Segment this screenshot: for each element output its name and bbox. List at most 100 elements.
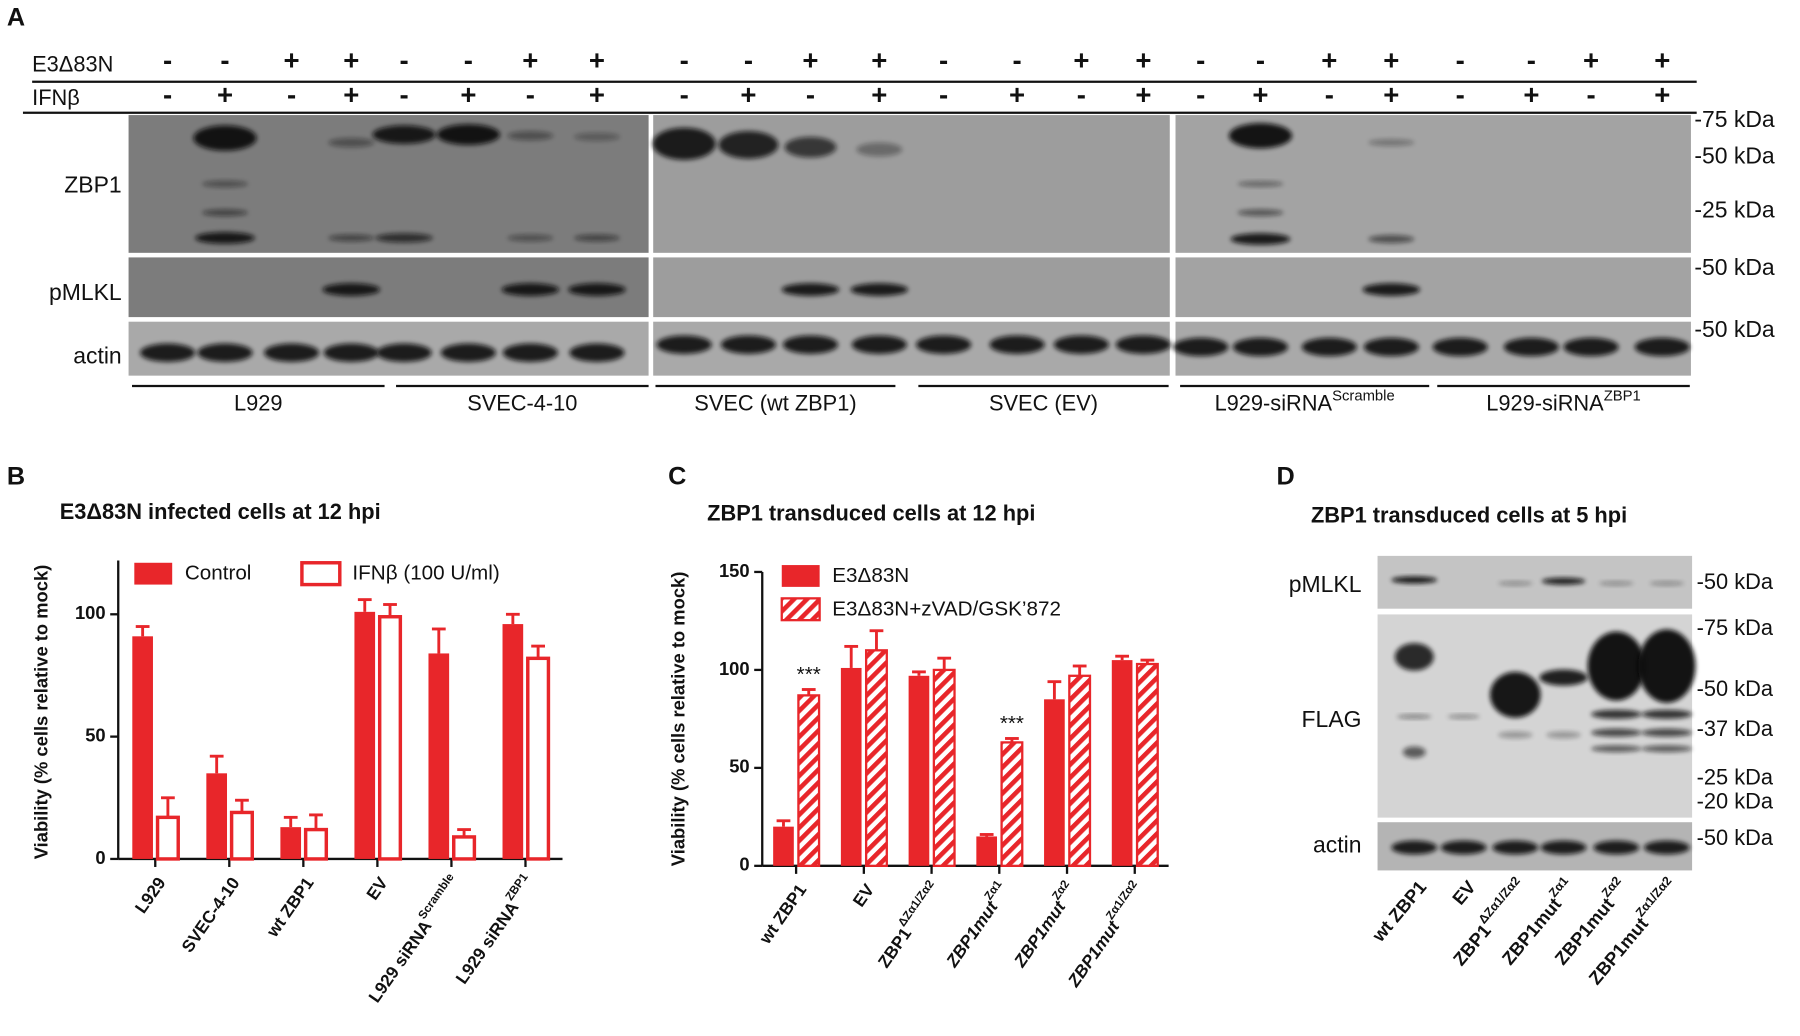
blot-band [1362, 283, 1421, 296]
marker-label: -25 kDa [1694, 197, 1775, 223]
blot-band [781, 283, 840, 296]
blot-band [376, 343, 432, 362]
sign: - [464, 45, 473, 76]
bar [428, 653, 450, 859]
x-tick-label-sup: ΔZα1/Zα2 [896, 878, 938, 930]
blot-band [507, 131, 554, 141]
blot-band [1638, 629, 1696, 703]
blot-band [507, 234, 554, 242]
row-label: E3Δ83N [32, 51, 113, 76]
blot-band [1237, 209, 1284, 217]
x-tick-label: L929 siRNAZBP1 [448, 871, 540, 988]
sign: - [1077, 79, 1086, 110]
lane-label-main: EV [1448, 876, 1480, 909]
blot [128, 257, 649, 318]
bar [1000, 741, 1024, 867]
y-axis-label: Viability (% cells relative to mock) [30, 565, 51, 860]
blot-label: ZBP1 [64, 171, 121, 197]
sign: + [1654, 45, 1670, 76]
blot-band [1641, 745, 1693, 753]
sign: + [1009, 79, 1025, 110]
blot-band [1546, 731, 1581, 739]
x-tick-label: L929 [130, 873, 169, 917]
marker-label: -75 kDa [1694, 106, 1775, 132]
panel-letter: C [668, 462, 686, 490]
x-tick-label: ZBP1mutZα2 [1006, 878, 1081, 972]
bar [526, 656, 551, 861]
blot-band [328, 234, 375, 242]
row-label: IFNβ [32, 85, 80, 110]
blot-band [1173, 337, 1229, 357]
sign: + [871, 79, 887, 110]
sign: + [871, 45, 887, 76]
bar [354, 611, 376, 859]
blot-band [375, 233, 433, 243]
legend-swatch [781, 565, 820, 587]
x-tick-label-main: EV [848, 879, 878, 910]
bar [155, 815, 180, 861]
x-tick-label-main: wt ZBP1 [754, 880, 810, 948]
blot-label: pMLKL [49, 279, 122, 305]
blot-band [1503, 337, 1559, 357]
marker-label: -50 kDa [1694, 254, 1775, 280]
group-label-sup: ZBP1 [1604, 388, 1641, 404]
blot-band [856, 142, 903, 157]
group-label-main: L929-siRNA [1486, 390, 1604, 415]
sign: - [1456, 79, 1465, 110]
sign: + [802, 45, 818, 76]
marker-label: -50 kDa [1694, 316, 1775, 342]
blot-band [264, 343, 320, 362]
blot-label: actin [1313, 831, 1361, 857]
sign: + [217, 79, 233, 110]
x-tick-label: EV [362, 873, 392, 904]
x-tick-label: ZBP1mutZα1 [938, 878, 1013, 972]
blot-band [195, 232, 255, 244]
blot-band [1368, 139, 1415, 147]
blot-band [1391, 576, 1438, 584]
bar [452, 835, 477, 861]
sign: + [1583, 45, 1599, 76]
blot-band [202, 180, 248, 188]
annotation: *** [797, 663, 821, 686]
sign: - [526, 79, 535, 110]
bar [1111, 660, 1133, 866]
marker-label: -50 kDa [1694, 143, 1775, 169]
x-tick-label-main: ZBP1mut [1009, 896, 1070, 971]
sign: + [740, 79, 756, 110]
bar [797, 694, 821, 867]
group-label: L929 [234, 390, 283, 415]
bar [1135, 662, 1159, 867]
blot-band [989, 335, 1045, 354]
y-tick-label: 100 [719, 658, 750, 679]
blot-band [1591, 728, 1642, 737]
bar-chart: B E3Δ83N infected cells at 12 hpi Viabilit… [7, 462, 563, 1006]
sign: + [343, 79, 359, 110]
sign: - [806, 79, 815, 110]
x-tick-label-main: ZBP1 [873, 923, 915, 971]
panel-d: pMLKL FLAG actin -50 kDa -75 kDa -50 kDa -37 k… [1289, 555, 1774, 988]
blot-band [1237, 181, 1284, 187]
chart-title: E3Δ83N infected cells at 12 hpi [60, 499, 381, 524]
legend-label: E3Δ83N+zVAD/GSK’872 [832, 597, 1061, 620]
blot-band [1641, 709, 1693, 719]
blot-band [720, 335, 777, 354]
x-tick-label-main: wt ZBP1 [261, 873, 317, 941]
bar [1044, 699, 1065, 866]
blot-band [1539, 669, 1588, 686]
blot-band [1368, 235, 1415, 244]
blot-band [1402, 746, 1426, 758]
blot-band [1115, 335, 1171, 354]
blot-band [501, 283, 560, 296]
x-tick-label: SVEC-4-10 [177, 873, 243, 956]
blot-band [1643, 840, 1690, 855]
sign: + [284, 45, 300, 76]
bar [132, 636, 153, 859]
y-tick-label: 50 [85, 724, 105, 745]
legend-swatch [300, 561, 342, 587]
blot-band [372, 125, 436, 144]
blot-band [1391, 840, 1438, 855]
sign: + [1383, 79, 1399, 110]
blot-band [718, 131, 779, 159]
